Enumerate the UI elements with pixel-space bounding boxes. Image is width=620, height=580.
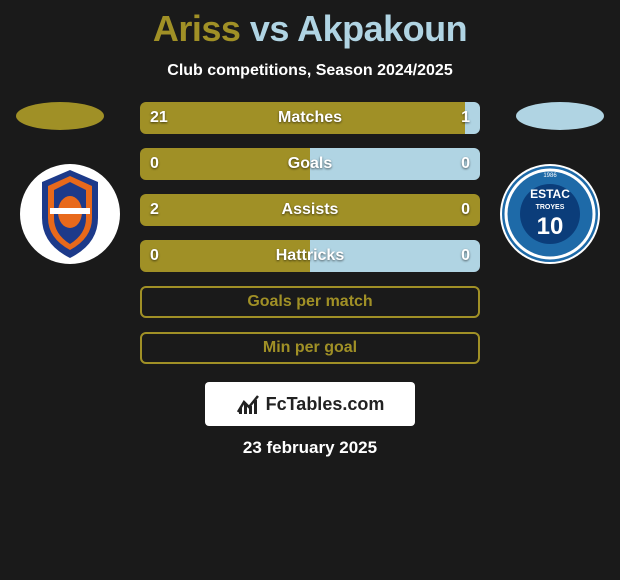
content-area: ESTAC TROYES 10 1986 Matches211Goals00As… xyxy=(0,102,620,364)
crest-right-icon: ESTAC TROYES 10 1986 xyxy=(500,164,600,264)
stat-row: Assists2 0 xyxy=(140,194,480,226)
stat-value-left: 0 xyxy=(150,240,159,272)
comparison-title: Ariss vs Akpakoun xyxy=(0,0,620,50)
left-oval xyxy=(16,102,104,130)
stat-label: Hattricks xyxy=(140,240,480,272)
vs-text: vs xyxy=(250,8,289,49)
crest-left-icon xyxy=(20,164,120,264)
player2-name: Akpakoun xyxy=(297,8,467,49)
right-oval xyxy=(516,102,604,130)
stat-value-right: 0 xyxy=(461,240,470,272)
player2-crest: ESTAC TROYES 10 1986 xyxy=(500,164,600,264)
chart-icon xyxy=(236,392,260,416)
subtitle: Club competitions, Season 2024/2025 xyxy=(0,62,620,80)
player1-crest xyxy=(20,164,120,264)
stat-row-empty: Goals per match xyxy=(140,286,480,318)
source-logo-text: FcTables.com xyxy=(266,394,385,415)
stat-value-left: 21 xyxy=(150,102,168,134)
source-logo: FcTables.com xyxy=(205,382,415,426)
stat-row: Matches21 1 xyxy=(140,102,480,134)
player1-name: Ariss xyxy=(153,8,241,49)
stat-value-left: 2 xyxy=(150,194,159,226)
comparison-date: 23 february 2025 xyxy=(0,438,620,458)
svg-text:ESTAC: ESTAC xyxy=(530,187,570,201)
stat-row: Goals0 0 xyxy=(140,148,480,180)
svg-text:1986: 1986 xyxy=(543,173,557,179)
stat-value-right: 0 xyxy=(461,148,470,180)
stat-label: Matches xyxy=(140,102,480,134)
stat-label: Goals xyxy=(140,148,480,180)
svg-text:TROYES: TROYES xyxy=(536,204,565,211)
stat-value-left: 0 xyxy=(150,148,159,180)
stat-row: Hattricks0 0 xyxy=(140,240,480,272)
svg-text:10: 10 xyxy=(537,213,564,240)
stat-value-right: 1 xyxy=(461,102,470,134)
stat-row-empty: Min per goal xyxy=(140,332,480,364)
stat-bars: Matches211Goals00Assists20Hattricks00Goa… xyxy=(140,102,480,364)
stat-value-right: 0 xyxy=(461,194,470,226)
stat-label: Assists xyxy=(140,194,480,226)
